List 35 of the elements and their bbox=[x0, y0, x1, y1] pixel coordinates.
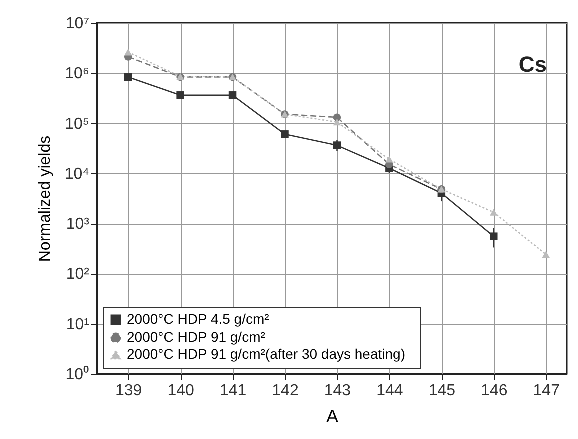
x-tick-label: 143 bbox=[324, 382, 352, 400]
legend-label: 2000°C HDP 91 g/cm² bbox=[127, 329, 266, 345]
point bbox=[490, 209, 498, 216]
y-tick-label: 10⁴ bbox=[64, 166, 90, 183]
point bbox=[490, 232, 498, 240]
y-tick-label: 10³ bbox=[66, 216, 90, 234]
x-tick-label: 145 bbox=[428, 382, 456, 400]
legend-label: 2000°C HDP 4.5 g/cm² bbox=[127, 311, 270, 327]
y-tick-label: 10⁰ bbox=[66, 366, 90, 384]
point bbox=[228, 92, 237, 100]
y-tick-label: 10⁵ bbox=[65, 116, 90, 133]
x-tick-label: 141 bbox=[220, 382, 247, 400]
x-tick-label: 140 bbox=[168, 382, 194, 400]
x-tick-label: 142 bbox=[272, 382, 299, 400]
x-tick-label: 139 bbox=[115, 382, 142, 400]
x-tick-label: 146 bbox=[481, 382, 508, 400]
point bbox=[281, 130, 289, 138]
point bbox=[386, 156, 394, 163]
point bbox=[176, 92, 184, 100]
legend-label: 2000°C HDP 91 g/cm²(after 30 days heating) bbox=[127, 346, 406, 362]
y-axis-title: Normalized yields bbox=[36, 136, 54, 262]
y-tick-label: 10⁶ bbox=[65, 66, 90, 83]
y-tick-label: 10¹ bbox=[66, 316, 90, 334]
point bbox=[333, 118, 342, 126]
point bbox=[333, 114, 342, 122]
point bbox=[124, 73, 132, 82]
x-tick-label: 144 bbox=[376, 382, 404, 400]
x-axis-title: A bbox=[326, 406, 339, 426]
point bbox=[124, 48, 132, 56]
y-tick-label: 10⁷ bbox=[66, 16, 90, 32]
annotation: Cs bbox=[518, 52, 547, 77]
point bbox=[542, 251, 550, 258]
point bbox=[333, 142, 342, 150]
x-tick-label: 147 bbox=[533, 382, 560, 400]
y-tick-label: 10² bbox=[66, 266, 90, 284]
